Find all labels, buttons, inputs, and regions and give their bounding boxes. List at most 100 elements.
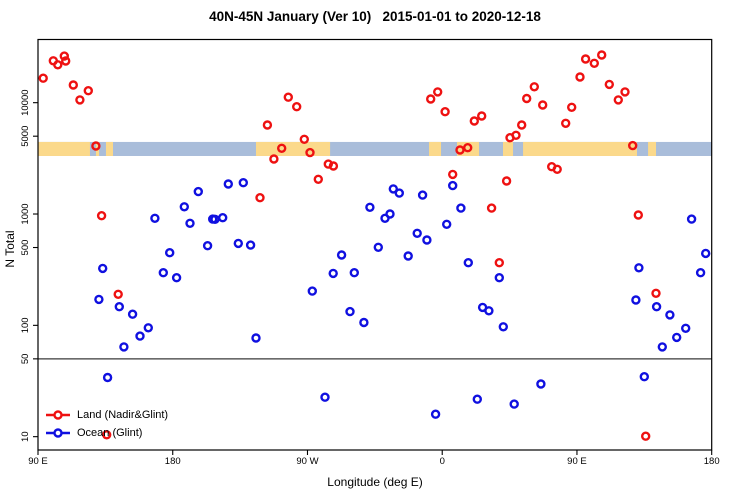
data-point-land [305,147,315,158]
data-point-land [299,134,309,145]
x-tick-label: 90 W [296,456,318,467]
data-point-land [59,51,70,61]
data-point-ocean [158,268,169,278]
data-point-ocean [171,273,182,283]
y-tick-label: 100 [20,317,31,333]
data-point-ocean [320,392,330,402]
data-point-land [455,145,465,155]
data-point-land [426,94,436,104]
data-point-ocean [430,409,441,419]
data-point-land [561,118,571,129]
data-point-land [440,106,450,117]
data-point-land [91,141,101,151]
data-point-land [575,72,585,82]
data-point-land [589,58,599,68]
data-point-ocean [328,268,338,279]
data-point-ocean [179,202,190,212]
data-point-ocean [119,342,129,352]
data-point-ocean [150,213,160,224]
data-point-ocean [695,268,706,278]
data-point-ocean [114,302,125,312]
data-point-ocean [193,186,204,197]
data-point-land [477,111,487,121]
strip-land-segment [429,141,442,156]
data-point-ocean [185,218,195,229]
data-point-land [529,82,539,92]
strip-land-segment [648,141,657,156]
data-point-land [620,87,630,97]
data-point-land [328,161,339,171]
data-point-land [277,143,287,154]
y-tick-label: 50 [20,354,31,365]
strip-land-segment [523,141,637,156]
data-point-ocean [349,268,359,278]
data-point-ocean [681,323,691,333]
data-point-land [68,80,79,90]
data-point-ocean [484,306,494,316]
x-axis-label: Longitude (deg E) [327,475,423,489]
data-point-land [60,56,71,66]
data-point-land [628,140,638,151]
data-point-land [313,174,323,185]
data-point-land [494,258,504,268]
data-point-land [613,95,623,105]
data-point-ocean [412,228,422,239]
data-point-ocean [365,202,375,213]
data-point-ocean [238,177,249,188]
data-point-ocean [657,342,667,352]
y-tick-label: 10 [20,431,31,442]
y-tick-label: 5000 [20,126,31,147]
data-point-ocean [463,258,473,268]
y-tick-label: 1000 [20,203,31,224]
data-point-ocean [417,190,428,200]
data-point-ocean [536,379,546,389]
data-point-land [486,203,497,213]
data-point-ocean [127,309,138,319]
data-point-land [113,289,123,299]
data-point-ocean [634,263,644,273]
data-point-land [517,120,527,130]
x-tick-label: 0 [440,456,445,467]
data-point-land [469,116,479,126]
data-point-ocean [672,332,682,343]
data-point-land [580,54,591,64]
data-point-ocean [422,235,432,245]
data-point-ocean [631,295,641,305]
data-point-ocean [456,203,466,213]
x-tick-label: 90 E [567,456,587,467]
data-point-land [38,73,48,83]
data-point-land [83,85,94,96]
data-point-ocean [102,372,113,383]
data-point-ocean [143,323,154,333]
data-point-ocean [202,240,213,251]
data-point-ocean [639,372,649,382]
data-point-land [96,210,107,221]
data-point-land [511,130,521,141]
data-point-ocean [665,310,675,320]
data-point-ocean [448,180,458,191]
x-tick-label: 180 [165,456,181,467]
x-tick-label: 90 E [28,456,48,467]
data-point-land [501,176,512,186]
data-point-ocean [345,306,355,317]
data-point-ocean [164,247,175,258]
data-point-ocean [97,263,108,274]
data-point-ocean [223,179,234,189]
data-point-land [262,120,273,130]
data-point-ocean [217,212,228,223]
data-point-land [433,87,443,97]
data-point-land [567,102,577,113]
data-point-land [633,210,643,220]
data-point-land [75,95,85,105]
data-point-ocean [251,333,261,343]
data-point-ocean [494,273,504,283]
data-point-land [604,79,614,90]
x-tick-label: 180 [704,456,720,467]
data-point-land [552,164,562,175]
data-point-ocean [94,294,104,305]
plot-box [37,38,713,451]
data-point-ocean [336,250,347,260]
data-point-land [101,430,112,440]
data-point-land [255,192,265,203]
